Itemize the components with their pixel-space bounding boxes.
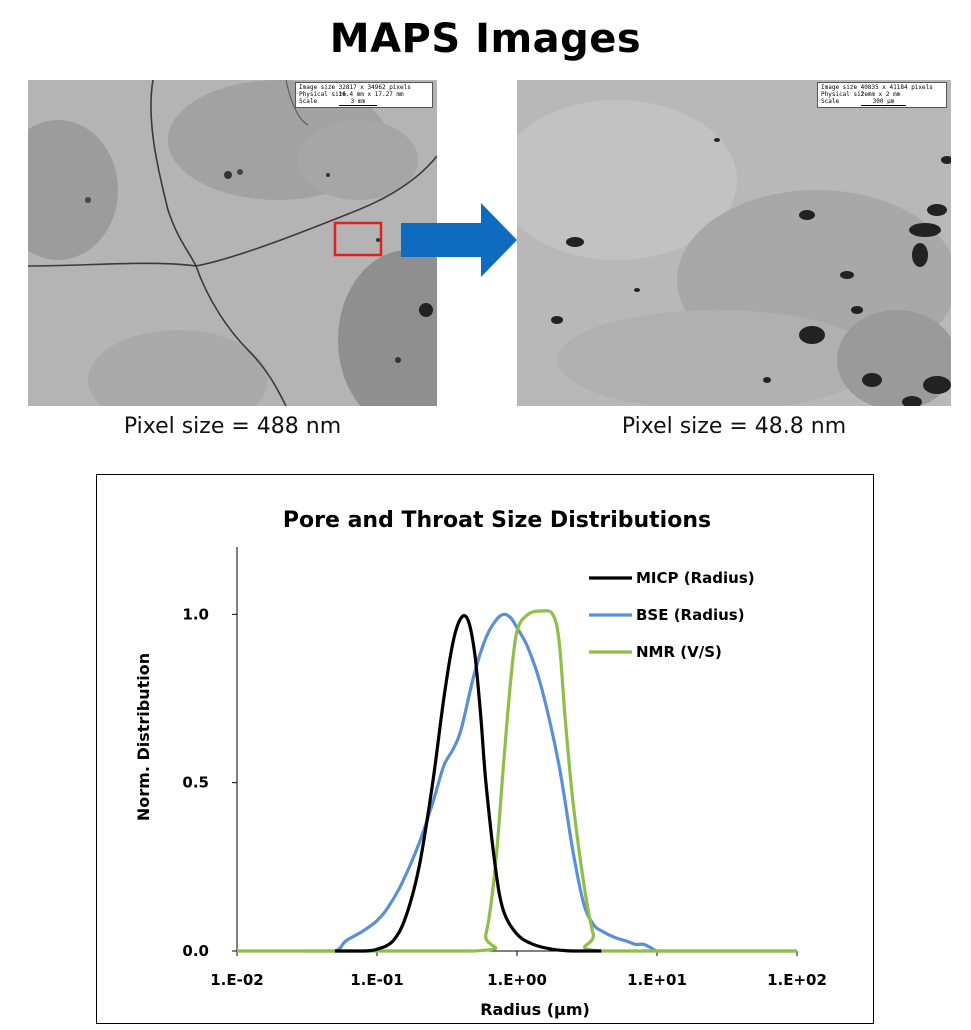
caption-right: Pixel size = 48.8 nm — [621, 414, 847, 439]
legend: MICP (Radius) BSE (Radius) NMR (V/S) — [589, 569, 755, 661]
info-key: Scale — [299, 98, 318, 105]
y-tick-label: 0.5 — [182, 774, 209, 792]
sem-texture-left — [28, 80, 437, 406]
ticks: 1.E-02 1.E-01 1.E+00 1.E+01 1.E+02 0.0 0.5 1.0 — [182, 605, 826, 989]
x-axis-label: Radius (µm) — [480, 1000, 590, 1019]
sem-texture-right — [517, 80, 951, 406]
info-key: Image size — [299, 84, 336, 91]
x-tick-label: 1.E+02 — [767, 971, 827, 989]
series-line-nmr-v-s — [236, 609, 797, 953]
image-info-box-left: Image size 32817 x 34962 pixels Physical… — [295, 82, 433, 108]
info-value: 40835 x 41184 pixels — [860, 84, 933, 91]
x-tick-label: 1.E-02 — [210, 971, 263, 989]
x-tick-label: 1.E+01 — [627, 971, 687, 989]
info-key: Physical size — [299, 91, 346, 98]
legend-label: MICP (Radius) — [636, 569, 755, 587]
info-key: Physical size — [821, 91, 868, 98]
legend-label: NMR (V/S) — [636, 643, 722, 661]
scale-bar: 3 mm — [338, 98, 378, 106]
sem-image-right: Image size 40835 x 41184 pixels Physical… — [517, 80, 951, 406]
info-value: 32817 x 34962 pixels — [338, 84, 411, 91]
highlight-box — [333, 221, 383, 257]
scale-bar: 300 µm — [860, 98, 907, 106]
series-lines — [236, 609, 797, 953]
sem-image-left: Image size 32817 x 34962 pixels Physical… — [28, 80, 437, 406]
y-axis-label: Norm. Distribution — [134, 653, 153, 821]
y-tick-label: 0.0 — [182, 942, 209, 960]
legend-label: BSE (Radius) — [636, 606, 745, 624]
y-tick-label: 1.0 — [182, 605, 209, 623]
info-key: Scale — [821, 98, 840, 105]
series-line-bse-radius — [303, 612, 797, 953]
x-tick-label: 1.E-01 — [350, 971, 403, 989]
info-value: 16.4 mm x 17.27 mm — [338, 91, 404, 98]
page-title: MAPS Images — [329, 16, 642, 62]
x-tick-label: 1.E+00 — [487, 971, 547, 989]
right-arrow-icon — [401, 203, 517, 277]
chart-title: Pore and Throat Size Distributions — [283, 508, 711, 533]
info-key: Image size — [821, 84, 858, 91]
image-info-box-right: Image size 40835 x 41184 pixels Physical… — [817, 82, 947, 108]
pore-throat-chart: Pore and Throat Size Distributions 1.E-0… — [134, 508, 827, 1019]
series-line-micp-radius — [334, 614, 602, 953]
info-value: 2 mm x 2 mm — [860, 91, 901, 98]
caption-left: Pixel size = 488 nm — [123, 414, 342, 439]
chart-frame: Pore and Throat Size Distributions 1.E-0… — [96, 474, 874, 1024]
